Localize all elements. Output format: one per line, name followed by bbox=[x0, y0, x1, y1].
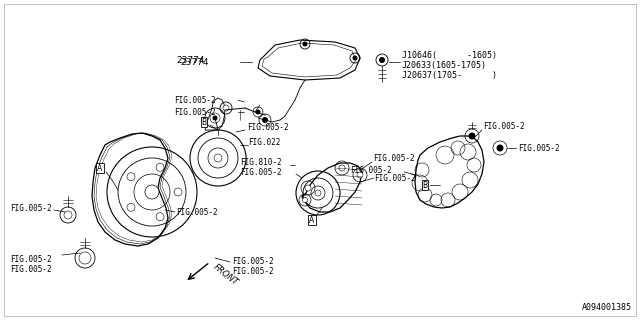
Text: FIG.005-2: FIG.005-2 bbox=[518, 143, 559, 153]
Circle shape bbox=[303, 42, 307, 46]
Text: J10646(      -1605): J10646( -1605) bbox=[402, 51, 497, 60]
Text: 23774: 23774 bbox=[180, 58, 209, 67]
Text: A: A bbox=[309, 215, 315, 225]
Text: FIG.005-2: FIG.005-2 bbox=[10, 204, 52, 212]
Circle shape bbox=[357, 172, 363, 178]
Text: FIG.005-2: FIG.005-2 bbox=[232, 258, 274, 267]
Circle shape bbox=[213, 116, 217, 120]
Text: FIG.005-2: FIG.005-2 bbox=[10, 266, 52, 275]
Text: FIG.810-2: FIG.810-2 bbox=[240, 157, 282, 166]
Text: FIG.005-2: FIG.005-2 bbox=[350, 165, 392, 174]
Circle shape bbox=[497, 145, 503, 151]
Circle shape bbox=[353, 56, 357, 60]
Text: B: B bbox=[422, 180, 428, 189]
Text: A094001385: A094001385 bbox=[582, 303, 632, 312]
Text: FIG.005-2: FIG.005-2 bbox=[374, 173, 415, 182]
Text: FIG.005-2: FIG.005-2 bbox=[373, 154, 415, 163]
Circle shape bbox=[469, 133, 475, 139]
Text: B: B bbox=[202, 117, 207, 126]
Text: J20633(1605-1705): J20633(1605-1705) bbox=[402, 60, 487, 69]
Text: FIG.005-2: FIG.005-2 bbox=[247, 123, 289, 132]
Circle shape bbox=[315, 190, 321, 196]
Text: FIG.005-2: FIG.005-2 bbox=[10, 255, 52, 265]
Text: J20637(1705-      ): J20637(1705- ) bbox=[402, 70, 497, 79]
Text: FIG.005-2: FIG.005-2 bbox=[483, 122, 525, 131]
Circle shape bbox=[214, 154, 222, 162]
Circle shape bbox=[256, 110, 260, 114]
Circle shape bbox=[303, 197, 307, 203]
Circle shape bbox=[380, 58, 385, 62]
Text: FIG.005-2: FIG.005-2 bbox=[174, 108, 216, 116]
Circle shape bbox=[145, 185, 159, 199]
Text: FRONT: FRONT bbox=[212, 263, 240, 287]
Text: A: A bbox=[97, 164, 102, 172]
Circle shape bbox=[339, 165, 345, 171]
Text: FIG.005-2: FIG.005-2 bbox=[240, 167, 282, 177]
Text: 23774: 23774 bbox=[176, 55, 205, 65]
Text: FIG.022: FIG.022 bbox=[248, 138, 280, 147]
Circle shape bbox=[223, 105, 229, 111]
Circle shape bbox=[305, 185, 311, 191]
Circle shape bbox=[262, 117, 268, 123]
Text: FIG.005-2: FIG.005-2 bbox=[174, 95, 216, 105]
Text: FIG.005-2: FIG.005-2 bbox=[232, 268, 274, 276]
Text: FIG.005-2: FIG.005-2 bbox=[176, 207, 218, 217]
